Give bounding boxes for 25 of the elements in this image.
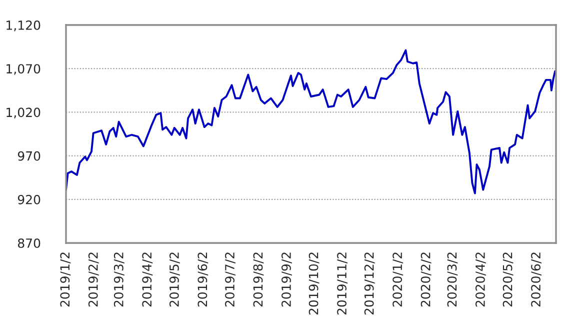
y-tick-label: 1,070 [6,64,40,75]
x-tick-label: 2019/10/2 [308,252,320,315]
x-tick-label: 2019/3/2 [114,252,124,307]
x-tick-label: 2020/5/2 [502,252,514,307]
y-tick-label: 970 [18,151,40,161]
y-tick-label: 1,020 [6,108,40,118]
y-tick-label: 1,120 [6,20,40,32]
y-tick-label: 920 [18,194,40,204]
line-series [66,49,556,194]
x-tick-label: 2020/2/2 [420,252,432,307]
x-tick-label: 2019/11/2 [337,252,348,315]
x-tick-label: 2019/2/2 [88,252,99,307]
x-tick-label: 2019/5/2 [169,252,180,307]
x-tick-label: 2019/12/2 [364,252,375,315]
x-tick-label: 2019/1/2 [60,252,71,307]
x-tick-label: 2019/9/2 [281,252,292,307]
x-tick-label: 2019/8/2 [253,252,264,307]
x-tick-label: 2020/1/2 [392,252,404,307]
y-tick-label: 870 [18,238,40,248]
x-tick-label: 2020/6/2 [531,252,542,307]
x-tick-label: 2020/3/2 [447,252,458,307]
x-tick-label: 2019/7/2 [225,252,236,307]
x-tick-label: 2019/4/2 [142,252,153,307]
x-tick-label: 2020/4/2 [475,252,486,307]
x-tick-label: 2019/6/2 [198,252,208,307]
